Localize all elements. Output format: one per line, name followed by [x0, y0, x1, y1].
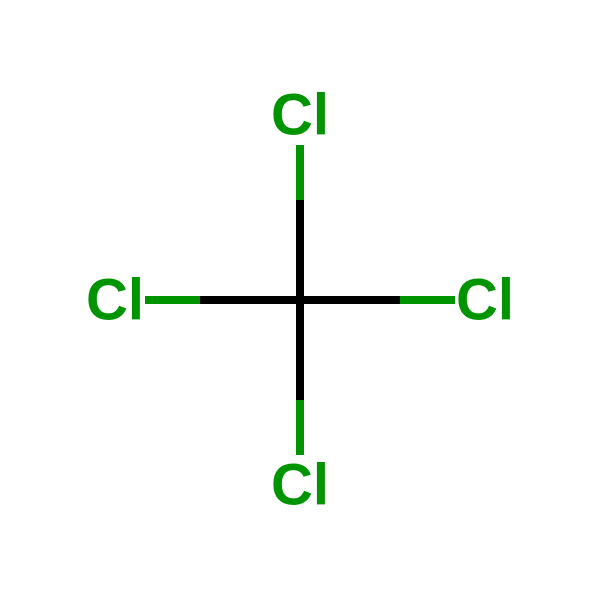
- bond-left-inner: [200, 296, 250, 304]
- atom-left: Cl: [86, 267, 144, 334]
- center-horizontal: [250, 296, 350, 304]
- atom-top: Cl: [271, 82, 329, 149]
- bond-right-outer: [395, 296, 455, 304]
- bond-top-outer: [296, 145, 304, 205]
- bond-bottom-outer: [296, 395, 304, 455]
- bond-top-inner: [296, 200, 304, 250]
- bond-bottom-inner: [296, 350, 304, 400]
- atom-bottom: Cl: [271, 452, 329, 519]
- atom-right: Cl: [456, 267, 514, 334]
- bond-right-inner: [350, 296, 400, 304]
- bond-left-outer: [145, 296, 205, 304]
- chemical-structure-diagram: Cl Cl Cl Cl: [0, 0, 600, 600]
